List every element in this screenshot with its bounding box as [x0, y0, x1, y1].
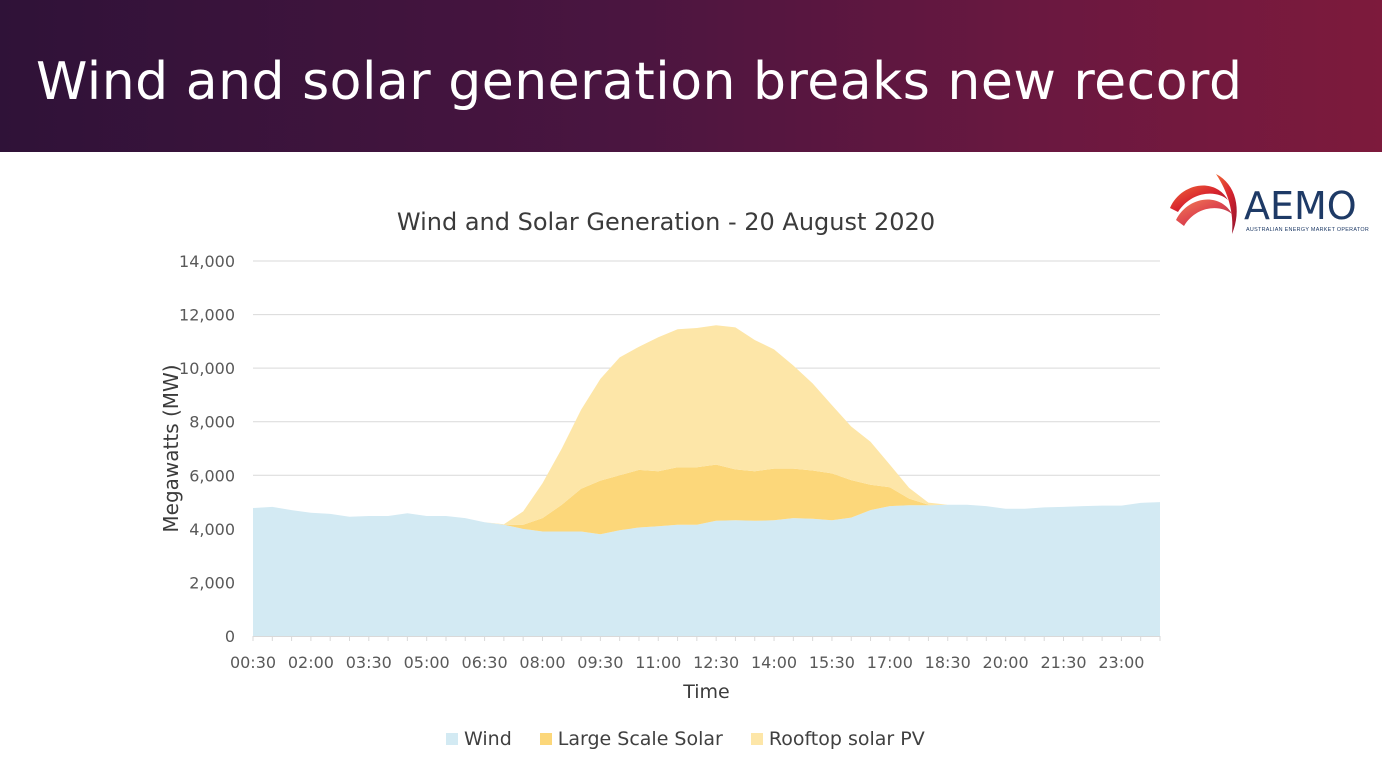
- logo-wordmark: AEMO: [1244, 184, 1357, 228]
- legend-swatch: [539, 733, 552, 745]
- x-tick-label: 02:00: [288, 653, 334, 672]
- x-tick-label: 17:00: [867, 653, 913, 672]
- legend-label: Wind: [464, 728, 512, 750]
- chart-legend: Wind Large Scale Solar Rooftop solar PV: [446, 728, 925, 750]
- x-tick-label: 11:00: [635, 653, 681, 672]
- y-tick-label: 8,000: [189, 413, 235, 432]
- x-axis-ticks: 00:30 02:00 03:30 05:00 06:30 08:00 09:30 11:00…: [230, 636, 1161, 672]
- x-tick-label: 03:30: [346, 653, 392, 672]
- legend-swatch: [446, 733, 458, 745]
- y-tick-label: 12,000: [179, 306, 235, 325]
- x-tick-label: 06:30: [462, 653, 508, 672]
- x-tick-label: 23:00: [1098, 653, 1144, 672]
- x-tick-label: 15:30: [809, 653, 855, 672]
- legend-swatch: [750, 733, 763, 745]
- x-tick-label: 20:00: [983, 653, 1029, 672]
- title-banner: Wind and solar generation breaks new rec…: [0, 0, 1382, 152]
- aemo-swirl-icon: [1170, 174, 1237, 234]
- x-tick-label: 18:30: [925, 653, 971, 672]
- y-tick-label: 2,000: [189, 573, 235, 592]
- series-area-wind: [253, 502, 1160, 636]
- slide-title: Wind and solar generation breaks new rec…: [36, 52, 1243, 112]
- legend-label: Rooftop solar PV: [768, 728, 925, 750]
- x-tick-label: 21:30: [1040, 653, 1086, 672]
- aemo-logo: AEMO AUSTRALIAN ENERGY MARKET OPERATOR: [1166, 170, 1370, 240]
- x-tick-label: 09:30: [577, 653, 623, 672]
- y-tick-label: 4,000: [189, 520, 235, 539]
- series-area-rooftop-solar-pv: [253, 325, 1160, 525]
- y-tick-label: 0: [225, 627, 235, 646]
- legend-item: Wind: [446, 728, 512, 750]
- area-series: [253, 325, 1160, 636]
- chart-title: Wind and Solar Generation - 20 August 20…: [396, 208, 936, 236]
- x-tick-label: 14:00: [751, 653, 797, 672]
- y-tick-label: 14,000: [179, 252, 235, 271]
- x-axis-label: Time: [682, 681, 730, 703]
- x-tick-label: 12:30: [693, 653, 739, 672]
- y-tick-label: 10,000: [179, 359, 235, 378]
- legend-item: Large Scale Solar: [539, 728, 723, 750]
- x-tick-label: 05:00: [404, 653, 450, 672]
- x-tick-label: 00:30: [230, 653, 276, 672]
- y-axis-label: Megawatts (MW): [159, 364, 183, 532]
- x-tick-label: 08:00: [519, 653, 565, 672]
- logo-tagline: AUSTRALIAN ENERGY MARKET OPERATOR: [1246, 227, 1370, 233]
- legend-label: Large Scale Solar: [557, 728, 723, 750]
- legend-item: Rooftop solar PV: [750, 728, 925, 750]
- y-tick-label: 6,000: [189, 466, 235, 485]
- series-area-large-scale-solar: [253, 464, 1160, 535]
- y-axis-ticks: 0 2,000 4,000 6,000 8,000 10,000 12,000 14,000: [179, 252, 235, 646]
